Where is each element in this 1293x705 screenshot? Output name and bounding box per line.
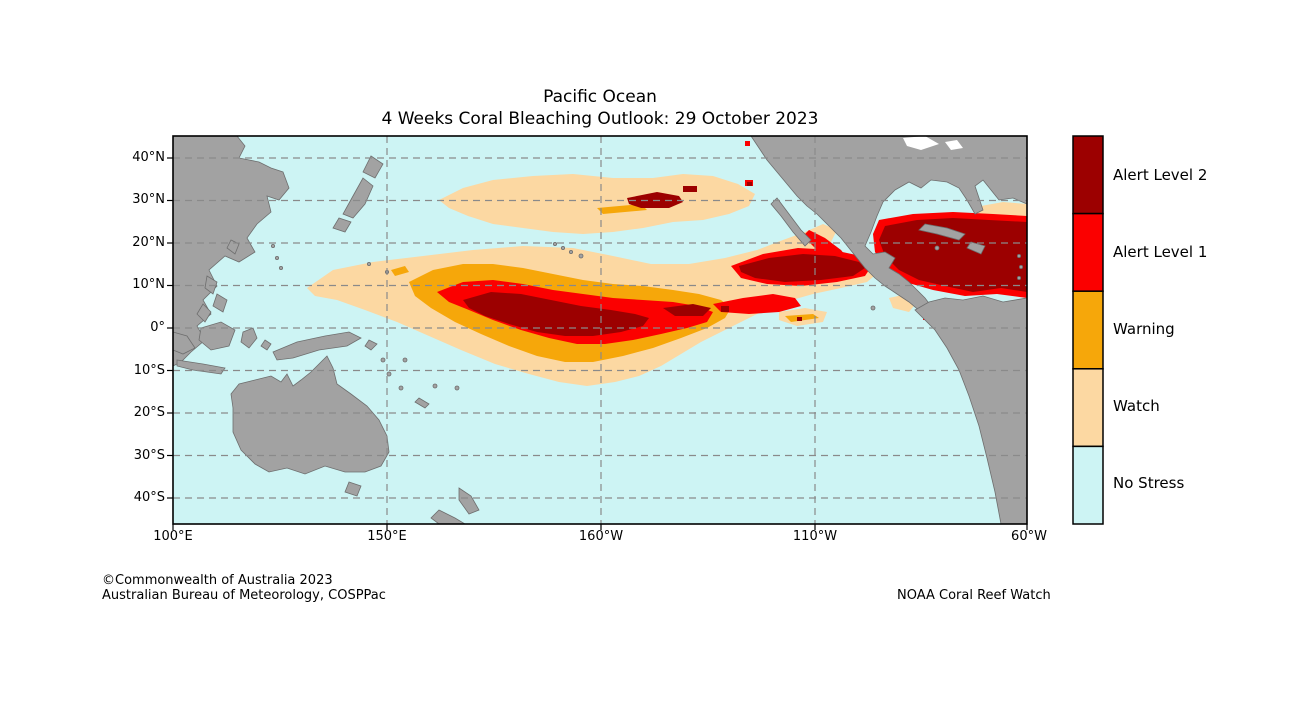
- title-line-1: Pacific Ocean: [543, 87, 657, 107]
- warning-west-fleck: [391, 266, 409, 276]
- alert2-core-extension: [663, 304, 711, 316]
- borneo: [198, 321, 236, 351]
- hispaniola: [966, 241, 986, 255]
- pacific-outlook-map: [167, 135, 1028, 530]
- alert2-north-pacific-dot: [683, 186, 697, 192]
- alert2-east-streak-dot: [797, 317, 802, 321]
- alert2-mexico-dot: [747, 182, 752, 186]
- jamaica: [934, 245, 940, 251]
- landmasses: [172, 135, 1028, 525]
- legend-label-alert-level-1: Alert Level 1: [1113, 243, 1208, 261]
- x-axis-label-100e: 100°E: [153, 529, 193, 544]
- legend-swatch-alert-level-2: [1072, 135, 1104, 215]
- philippines-palawan: [196, 303, 212, 323]
- x-axis-label-150e: 150°E: [367, 529, 407, 544]
- philippines-mindanao: [212, 293, 228, 313]
- y-axis-label-20s: 20°S: [133, 405, 165, 420]
- x-axis-label-110w: 110°W: [792, 529, 838, 544]
- y-axis-label-40n: 40°N: [132, 150, 165, 165]
- legend-label-no-stress: No Stress: [1113, 474, 1185, 492]
- sulawesi: [240, 327, 258, 349]
- australia: [230, 355, 390, 475]
- japan-hokkaido: [362, 155, 384, 179]
- chart-title: Pacific Ocean 4 Weeks Coral Bleaching Ou…: [0, 86, 1200, 130]
- y-axis-label-0: 0°: [150, 320, 165, 335]
- japan-kyushu: [332, 217, 352, 233]
- y-axis-label-30n: 30°N: [132, 192, 165, 207]
- y-axis-label-20n: 20°N: [132, 235, 165, 250]
- axis-ticks: [167, 157, 1028, 530]
- hawaii: [552, 242, 584, 259]
- legend-label-warning: Warning: [1113, 320, 1175, 338]
- moluccas: [260, 339, 272, 351]
- legend-swatch-no-stress: [1072, 445, 1104, 525]
- title-line-2: 4 Weeks Coral Bleaching Outlook: 29 Octo…: [381, 109, 819, 129]
- y-axis-label-10s: 10°S: [133, 363, 165, 378]
- baja-california: [770, 197, 812, 247]
- alert1-east-finger: [713, 294, 801, 314]
- new-guinea: [272, 331, 362, 361]
- x-axis-label-160w: 160°W: [578, 529, 624, 544]
- footer-organization: Australian Bureau of Meteorology, COSPPa…: [102, 588, 386, 603]
- solomon-islands: [364, 339, 378, 351]
- alert2-core-dot: [721, 306, 729, 312]
- cuba: [918, 223, 966, 241]
- footer-credit: NOAA Coral Reef Watch: [897, 588, 1051, 603]
- pacific-islands: [271, 244, 460, 391]
- legend-swatch-warning: [1072, 290, 1104, 370]
- alert2-equatorial-core: [463, 292, 649, 336]
- footer-copyright: ©Commonwealth of Australia 2023: [102, 573, 333, 588]
- alert2-east-pacific: [739, 254, 865, 282]
- legend-colorbar: [1072, 135, 1104, 525]
- alert2-caribbean: [879, 218, 1027, 292]
- legend-label-watch: Watch: [1113, 397, 1160, 415]
- new-zealand-north-island: [458, 487, 480, 515]
- tasmania: [344, 481, 362, 497]
- galapagos: [870, 305, 876, 311]
- y-axis-label-40s: 40°S: [133, 490, 165, 505]
- lake-2: [945, 140, 963, 150]
- warning-north-band-streak: [597, 204, 647, 214]
- legend-label-alert-level-2: Alert Level 2: [1113, 166, 1208, 184]
- alert2-regions: [463, 182, 1027, 336]
- map-border: [172, 135, 1028, 525]
- legend-swatch-alert-level-1: [1072, 212, 1104, 292]
- antilles-2: [1019, 264, 1024, 269]
- japan-honshu: [342, 177, 374, 219]
- gridlines: [173, 136, 1027, 524]
- y-axis-label-30s: 30°S: [133, 448, 165, 463]
- watch-north-pacific-band: [439, 174, 755, 234]
- great-lakes: [903, 136, 939, 150]
- y-axis-label-10n: 10°N: [132, 277, 165, 292]
- antilles-1: [1017, 254, 1022, 259]
- alert1-north-dot: [745, 141, 750, 146]
- south-america: [914, 295, 1028, 525]
- new-caledonia: [414, 397, 430, 409]
- x-axis-label-60w: 60°W: [1011, 529, 1047, 544]
- legend-swatch-watch: [1072, 368, 1104, 448]
- antilles-3: [1017, 275, 1022, 280]
